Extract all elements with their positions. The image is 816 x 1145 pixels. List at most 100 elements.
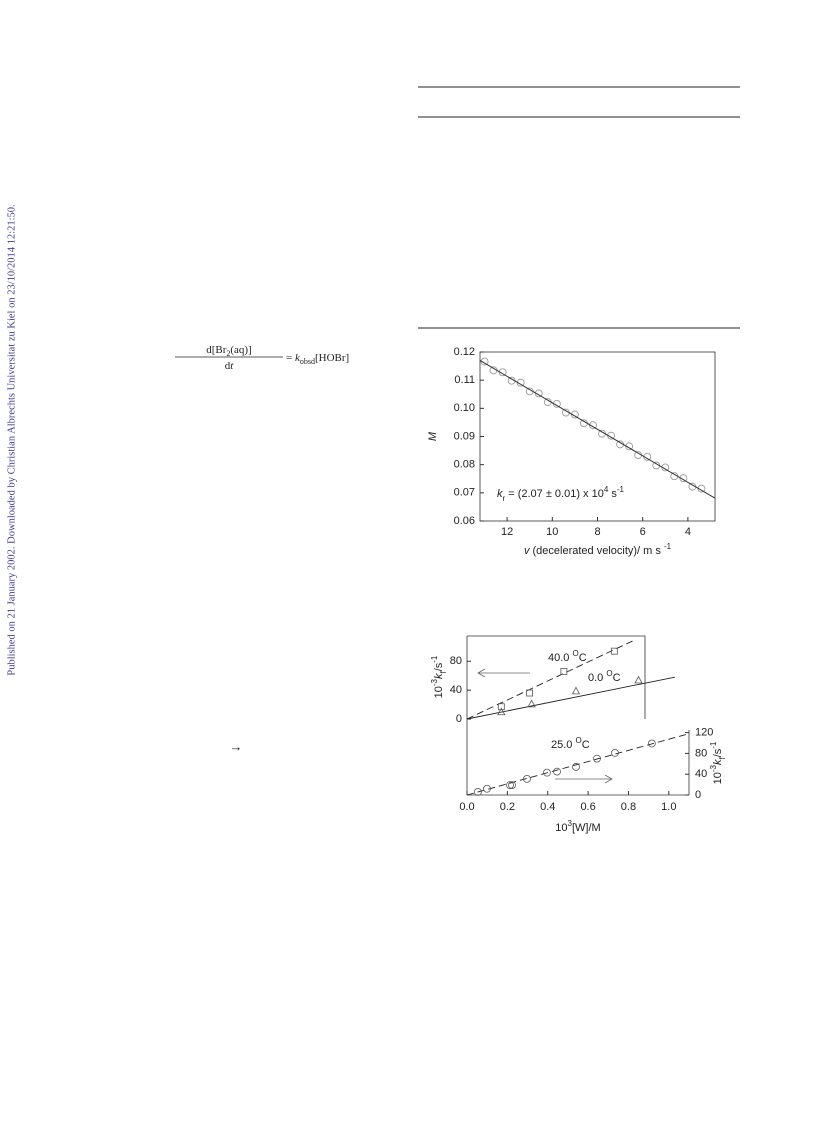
x-tick-label: 8 xyxy=(594,526,600,538)
y-tick-label: 40 xyxy=(450,684,462,696)
fit-line xyxy=(479,360,716,499)
text-part: 4 xyxy=(604,485,609,494)
text-part: -1 xyxy=(709,741,718,749)
annotation: kr = (2.07 ± 0.01) x 104 s-1 xyxy=(497,485,625,503)
text-part: 25.0 xyxy=(551,739,575,751)
y2-tick-label: 0 xyxy=(695,789,701,801)
x-tick-label: 10 xyxy=(546,526,558,538)
text-part: k xyxy=(295,352,301,364)
text-part: M xyxy=(427,431,439,441)
text-part: 0.0 xyxy=(588,672,606,684)
text-part: -1 xyxy=(617,485,625,494)
y2-tick-label: 120 xyxy=(695,727,713,739)
text-part: = (2.07 ± 0.01) x 10 xyxy=(505,488,604,500)
text-part: k xyxy=(712,759,724,765)
marker xyxy=(634,675,643,684)
y-tick-label: 0.06 xyxy=(454,515,475,527)
y-tick-label: 0.10 xyxy=(454,402,475,414)
text-part: k xyxy=(433,673,445,679)
side-note: Published on 21 January 2002. Downloaded… xyxy=(6,204,17,675)
text-part: (aq)] xyxy=(230,344,251,356)
x-tick-label: 6 xyxy=(640,526,646,538)
text-part: f xyxy=(718,757,727,760)
series-label: 0.0 OC xyxy=(588,669,621,684)
y-tick-label: 80 xyxy=(450,655,462,667)
text-part: d xyxy=(225,360,231,372)
text-part: = xyxy=(286,352,295,364)
marker xyxy=(527,699,536,708)
text-part: -1 xyxy=(664,542,672,551)
y-tick-label: 0 xyxy=(456,713,462,725)
x-tick-label: 1.0 xyxy=(661,801,676,813)
text-part: s xyxy=(608,488,617,500)
x-tick-label: 0.4 xyxy=(540,801,555,813)
text-part: 10 xyxy=(433,686,445,698)
y2-tick-label: 80 xyxy=(695,747,707,759)
equation-denominator: dt xyxy=(225,360,235,372)
text-part: C xyxy=(582,739,590,751)
x-tick-label: 0.8 xyxy=(621,801,636,813)
text-part: [W]/M xyxy=(572,822,601,834)
marker xyxy=(553,767,561,776)
text-part: O xyxy=(606,669,612,678)
series-label: 40.0 OC xyxy=(548,649,587,664)
x-tick-label: 0.0 xyxy=(459,801,474,813)
y-tick-label: 0.09 xyxy=(454,430,475,442)
marker xyxy=(498,368,507,377)
text-part: O xyxy=(572,649,578,658)
text-part: 40.0 xyxy=(548,652,572,664)
text-part: /s xyxy=(712,748,724,757)
marker xyxy=(572,763,580,771)
text-part: r xyxy=(503,494,506,503)
y2-axis-label: 10-3kf/s-1 xyxy=(709,741,727,784)
text-part: [HOBr] xyxy=(315,352,349,364)
x-tick-label: 4 xyxy=(685,526,691,538)
text-part: (decelerated velocity)/ m s xyxy=(529,545,664,557)
y-axis-label: 10-3kf/s-1 xyxy=(430,655,448,698)
text-part: C xyxy=(579,652,587,664)
x-tick-label: 0.6 xyxy=(580,801,595,813)
y2-tick-label: 40 xyxy=(695,768,707,780)
series-label: 25.0 OC xyxy=(551,736,590,751)
text-part: O xyxy=(575,736,581,745)
y-axis-label: M xyxy=(427,431,439,441)
y-tick-label: 0.12 xyxy=(454,346,475,358)
text-part: -3 xyxy=(709,764,718,772)
marker xyxy=(647,739,656,748)
marker xyxy=(523,774,531,783)
arrow-symbol: → xyxy=(230,739,243,754)
x-tick-label: 12 xyxy=(501,526,513,538)
text-part: f xyxy=(439,671,448,674)
marker xyxy=(679,474,688,483)
text-part: v xyxy=(524,545,531,557)
x-axis-label: v (decelerated velocity)/ m s -1 xyxy=(524,542,672,557)
marker xyxy=(571,686,581,695)
text-part: 2 xyxy=(226,349,230,358)
marker xyxy=(610,647,618,655)
marker xyxy=(508,781,516,790)
y-tick-label: 0.07 xyxy=(454,487,475,499)
text-part: 10 xyxy=(712,772,724,784)
marker xyxy=(506,781,514,790)
text-part: obsd xyxy=(300,357,315,366)
x-tick-label: 0.2 xyxy=(500,801,515,813)
x-axis-label: 103[W]/M xyxy=(555,819,600,834)
y-tick-label: 0.08 xyxy=(454,459,475,471)
equation-numerator: d[Br2(aq)] xyxy=(206,344,252,359)
marker xyxy=(593,754,601,763)
marker xyxy=(497,703,505,711)
marker xyxy=(560,667,568,675)
direction-arrow xyxy=(555,774,613,784)
marker xyxy=(497,707,506,716)
text-part: t xyxy=(230,360,234,372)
marker xyxy=(589,421,597,430)
text-part: 3 xyxy=(568,819,573,828)
text-part: C xyxy=(613,672,621,684)
fit-line xyxy=(466,676,675,720)
text-part: d[Br xyxy=(206,344,227,356)
fit-line xyxy=(466,640,633,720)
inset-frame xyxy=(467,635,646,719)
marker xyxy=(611,748,619,757)
